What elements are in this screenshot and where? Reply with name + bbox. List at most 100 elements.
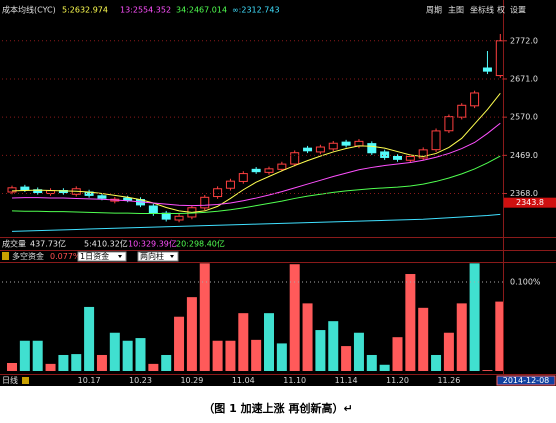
candle-body xyxy=(200,196,210,209)
bar xyxy=(456,303,467,371)
y-tick-label: 2368.0 xyxy=(510,189,538,198)
candle-body xyxy=(380,151,390,158)
bar xyxy=(289,264,300,371)
bar xyxy=(161,354,172,371)
y-tick-label: 2772.0 xyxy=(510,36,538,45)
dropdown-arrow xyxy=(170,255,174,258)
candle-body xyxy=(367,143,377,154)
candle-body xyxy=(225,180,235,189)
period-label[interactable]: 日线 xyxy=(2,375,18,385)
ma-line xyxy=(11,213,501,232)
flow-plot xyxy=(7,263,503,371)
bar xyxy=(431,354,442,371)
dropdown-label[interactable]: 1日资金 xyxy=(80,251,109,261)
candle-body xyxy=(457,104,467,118)
x-tick-label: 10.23 xyxy=(129,376,152,385)
candle-body xyxy=(328,142,338,150)
legend-entry: 34:2467.014 xyxy=(176,6,227,15)
chart-title: 成本均线(CYC) xyxy=(2,5,56,15)
volume-title: 成交量 xyxy=(2,239,26,249)
cursor-price-label: 2343.8 xyxy=(516,198,544,207)
bar xyxy=(341,346,352,371)
cursor-price-box xyxy=(504,197,556,208)
toolbar-button[interactable]: 坐标线 xyxy=(470,5,494,15)
y-tick-label: 2469.0 xyxy=(510,151,538,160)
bar xyxy=(135,338,146,371)
candle-body xyxy=(495,40,503,77)
bar xyxy=(19,340,30,371)
bar xyxy=(495,301,503,371)
bar xyxy=(186,297,197,371)
y-tick-label: 2671.0 xyxy=(510,74,538,83)
volume-item: 437.73亿 xyxy=(30,239,66,249)
candle-body xyxy=(470,92,480,107)
candle-body xyxy=(251,168,261,173)
x-tick-label: 2014-12-08 xyxy=(503,376,550,385)
dropdown[interactable] xyxy=(77,251,127,262)
bar xyxy=(58,354,69,371)
bar xyxy=(109,332,120,371)
toolbar-button[interactable]: 设置 xyxy=(510,5,526,15)
x-tick-label: 10.17 xyxy=(78,376,101,385)
bar xyxy=(212,340,223,371)
bar xyxy=(469,263,480,371)
x-tick-label: 11.10 xyxy=(283,376,306,385)
candle-body xyxy=(264,168,274,173)
candle-body xyxy=(341,141,351,146)
bar xyxy=(238,313,249,371)
candle-body xyxy=(7,187,17,193)
bar xyxy=(7,362,17,371)
candle-body xyxy=(418,149,428,159)
bar xyxy=(418,307,429,371)
dropdown-label[interactable]: 两向柱 xyxy=(140,251,164,261)
icon xyxy=(22,377,29,384)
candle-body xyxy=(482,67,492,72)
bar xyxy=(71,354,82,371)
x-tick-label: 11.26 xyxy=(437,376,460,385)
candle-body xyxy=(161,212,171,220)
toolbar-button[interactable]: 权 xyxy=(497,5,505,15)
x-tick-label: 10.29 xyxy=(180,376,203,385)
icon xyxy=(2,252,9,260)
bar xyxy=(379,364,390,371)
candle-body xyxy=(444,116,454,132)
x-tick-label: 11.04 xyxy=(232,376,255,385)
dropdown[interactable] xyxy=(137,251,179,262)
caption: （图 1 加速上涨 再创新高）↵ xyxy=(203,401,352,415)
ma-line xyxy=(11,155,501,215)
candle-body xyxy=(315,146,325,153)
candle-body xyxy=(97,195,107,199)
toolbar-button[interactable]: 主图 xyxy=(448,5,464,15)
bar xyxy=(392,337,403,371)
bar xyxy=(148,363,159,371)
bar xyxy=(366,354,377,371)
legend-entry: 13:2554.352 xyxy=(120,6,171,15)
toolbar-button[interactable]: 周期 xyxy=(426,6,442,15)
candle-body xyxy=(431,130,441,151)
bar xyxy=(32,340,43,371)
candle-body xyxy=(213,188,223,198)
volume-item: 5:410.32亿 xyxy=(84,239,128,249)
dropdown-arrow xyxy=(118,255,122,258)
bar xyxy=(122,340,133,371)
current-value: 0.077% xyxy=(50,252,81,261)
bar xyxy=(302,303,313,371)
candle-body xyxy=(20,186,30,191)
bar xyxy=(225,340,236,371)
bar xyxy=(443,332,454,371)
legend-entry: ∞:2312.743 xyxy=(232,6,280,15)
volume-item: 20:298.40亿 xyxy=(176,239,225,249)
candle-body xyxy=(405,156,415,161)
panel-title: 多空资金 xyxy=(12,251,44,261)
candle-body xyxy=(174,215,184,221)
candle-body xyxy=(354,140,364,147)
period-box[interactable] xyxy=(0,376,36,385)
bar xyxy=(482,370,493,371)
candle-body xyxy=(290,152,300,165)
candle-body xyxy=(303,147,313,152)
legend-entry: 5:2632.974 xyxy=(62,6,108,15)
candle-body xyxy=(277,163,287,170)
y-tick-label: 0.100% xyxy=(510,278,541,287)
bar xyxy=(405,274,416,371)
